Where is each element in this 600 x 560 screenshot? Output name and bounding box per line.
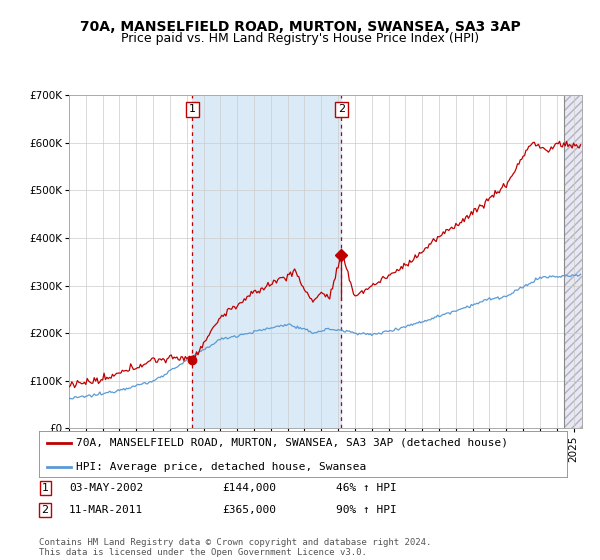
Text: 70A, MANSELFIELD ROAD, MURTON, SWANSEA, SA3 3AP (detached house): 70A, MANSELFIELD ROAD, MURTON, SWANSEA, … — [76, 438, 508, 447]
Text: HPI: Average price, detached house, Swansea: HPI: Average price, detached house, Swan… — [76, 462, 366, 472]
Text: Contains HM Land Registry data © Crown copyright and database right 2024.
This d: Contains HM Land Registry data © Crown c… — [39, 538, 431, 557]
Text: 46% ↑ HPI: 46% ↑ HPI — [336, 483, 397, 493]
Text: 11-MAR-2011: 11-MAR-2011 — [69, 505, 143, 515]
Text: 70A, MANSELFIELD ROAD, MURTON, SWANSEA, SA3 3AP: 70A, MANSELFIELD ROAD, MURTON, SWANSEA, … — [80, 20, 520, 34]
Text: £144,000: £144,000 — [222, 483, 276, 493]
Text: 03-MAY-2002: 03-MAY-2002 — [69, 483, 143, 493]
Text: 1: 1 — [41, 483, 49, 493]
Text: 1: 1 — [189, 105, 196, 114]
Bar — [564, 95, 589, 428]
Bar — [193, 95, 341, 428]
Text: £365,000: £365,000 — [222, 505, 276, 515]
Text: 90% ↑ HPI: 90% ↑ HPI — [336, 505, 397, 515]
Text: Price paid vs. HM Land Registry's House Price Index (HPI): Price paid vs. HM Land Registry's House … — [121, 32, 479, 45]
Text: 2: 2 — [338, 105, 345, 114]
Text: 2: 2 — [41, 505, 49, 515]
